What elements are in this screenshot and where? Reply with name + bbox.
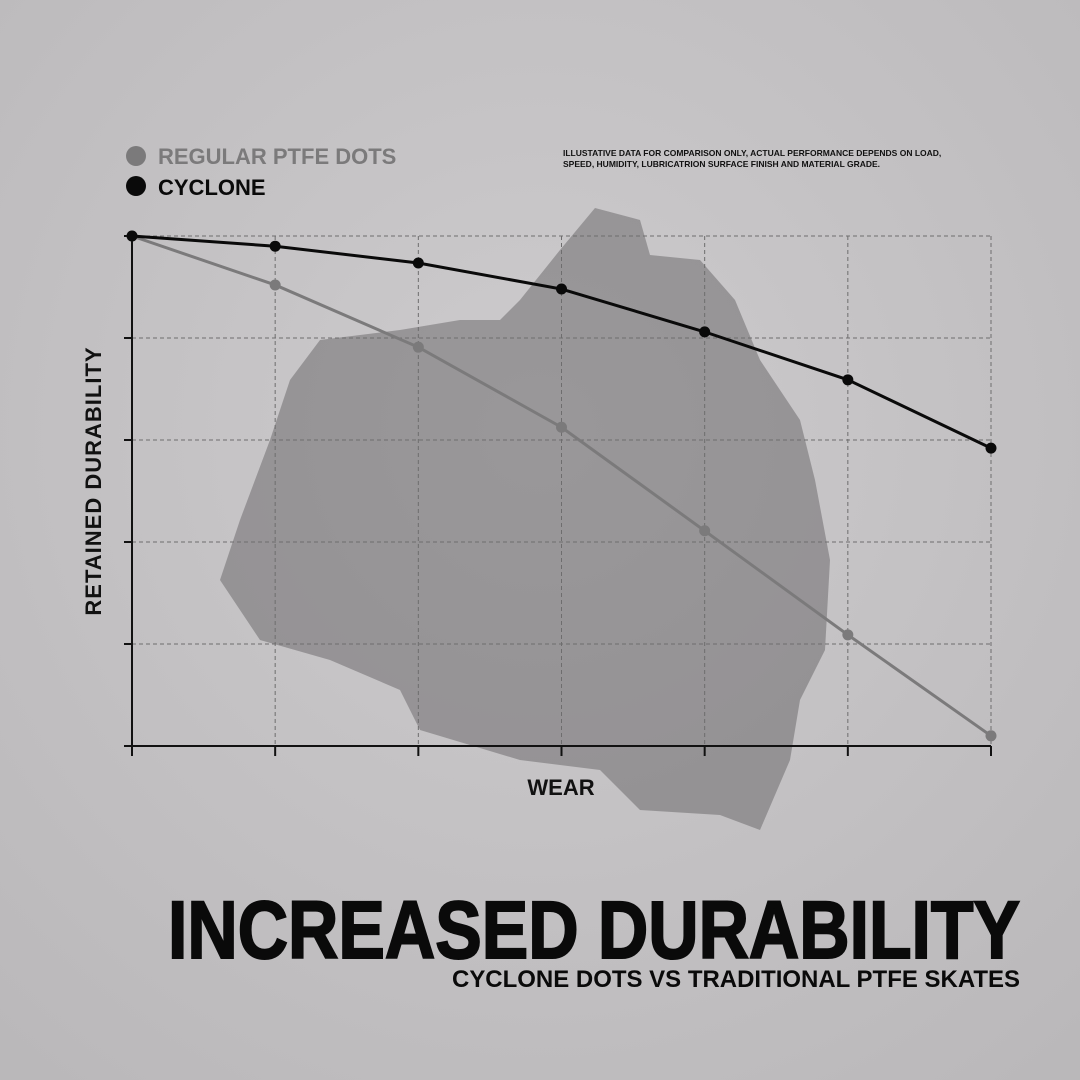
data-point [842,629,854,641]
data-point [269,279,281,291]
data-point [556,421,567,433]
x-axis-label: WEAR [527,775,594,800]
data-point [842,374,854,386]
data-point [985,442,997,454]
data-point [126,230,138,242]
y-axis-label: RETAINED DURABILITY [81,346,106,615]
title: INCREASED DURABILITY [168,885,1020,976]
legend-marker [126,146,146,166]
legend-label: REGULAR PTFE DOTS [158,144,396,169]
plot-area [124,230,997,756]
legend-label: CYCLONE [158,175,266,200]
subtitle: CYCLONE DOTS VS TRADITIONAL PTFE SKATES [452,966,1020,993]
note: ILLUSTATIVE DATA FOR COMPARISON ONLY, AC… [563,148,941,158]
note: SPEED, HUMIDITY, LUBRICATRION SURFACE FI… [563,159,880,169]
data-point [985,730,997,742]
data-point [412,257,424,269]
rock-image [220,208,830,830]
data-point [269,240,281,252]
data-point [412,341,424,353]
data-point [699,525,711,537]
data-point [556,283,567,295]
legend-marker [126,176,146,196]
data-point [699,326,711,338]
